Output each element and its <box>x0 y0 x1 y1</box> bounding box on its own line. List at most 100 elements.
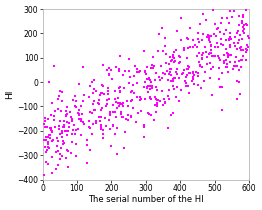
Point <box>239 59 243 62</box>
Point <box>70 117 74 120</box>
Point <box>50 139 54 143</box>
Point <box>61 126 65 129</box>
Point <box>65 133 69 137</box>
Point <box>167 72 171 76</box>
Point <box>195 45 199 49</box>
Point <box>87 96 91 99</box>
Point <box>73 132 77 136</box>
Point <box>171 80 175 83</box>
Point <box>77 113 81 117</box>
Point <box>55 144 59 148</box>
Point <box>200 65 204 68</box>
Point <box>59 110 64 113</box>
Point <box>196 31 200 34</box>
Point <box>184 82 189 85</box>
Point <box>42 138 46 142</box>
Point <box>241 48 245 51</box>
Point <box>234 79 239 82</box>
Point <box>168 56 172 59</box>
Point <box>131 84 135 87</box>
Point <box>50 101 54 105</box>
Point <box>92 108 96 112</box>
Point <box>220 17 224 20</box>
Point <box>150 84 154 87</box>
Point <box>77 112 81 116</box>
Point <box>190 75 195 78</box>
Point <box>240 37 244 40</box>
Point <box>76 127 80 130</box>
Point <box>210 54 215 58</box>
Point <box>116 101 120 105</box>
Point <box>161 49 165 52</box>
Point <box>52 114 57 117</box>
Point <box>196 71 200 75</box>
Point <box>176 54 181 57</box>
Point <box>43 117 47 120</box>
Point <box>116 97 121 100</box>
Point <box>204 18 208 22</box>
Point <box>228 35 232 39</box>
Point <box>198 65 202 68</box>
Point <box>44 160 48 164</box>
Point <box>72 123 76 126</box>
Point <box>149 81 153 84</box>
Point <box>226 52 230 56</box>
Point <box>154 85 158 88</box>
Point <box>163 72 167 76</box>
Point <box>47 134 51 137</box>
Point <box>63 130 67 133</box>
Point <box>154 97 158 101</box>
Point <box>203 71 207 74</box>
Point <box>101 84 106 87</box>
Point <box>58 133 62 136</box>
Point <box>131 106 135 110</box>
Point <box>219 42 223 46</box>
Point <box>79 117 83 121</box>
Point <box>43 125 47 129</box>
Point <box>118 103 122 106</box>
Point <box>77 117 81 121</box>
Point <box>175 86 179 89</box>
Point <box>183 79 188 82</box>
Point <box>225 16 229 20</box>
Point <box>69 140 74 144</box>
Point <box>117 67 121 70</box>
Point <box>56 97 60 101</box>
Point <box>57 94 61 97</box>
Point <box>156 50 160 53</box>
Point <box>201 12 205 15</box>
Point <box>237 38 241 42</box>
Point <box>88 148 92 151</box>
Point <box>137 111 141 115</box>
Point <box>202 79 206 83</box>
Point <box>103 104 108 107</box>
Point <box>229 37 233 40</box>
Point <box>108 110 112 114</box>
Point <box>80 113 84 116</box>
Point <box>235 47 239 50</box>
Point <box>171 55 175 58</box>
Point <box>155 88 159 91</box>
Point <box>175 67 179 71</box>
Point <box>149 113 153 117</box>
Point <box>74 99 78 102</box>
Point <box>215 41 219 45</box>
Point <box>187 66 191 69</box>
Point <box>196 75 201 78</box>
Point <box>228 32 232 35</box>
Point <box>179 39 183 42</box>
Point <box>127 70 132 73</box>
Point <box>97 102 101 105</box>
Point <box>239 66 243 69</box>
Point <box>153 95 157 98</box>
Point <box>47 80 51 84</box>
Point <box>57 127 61 130</box>
Point <box>46 135 50 139</box>
Point <box>226 71 230 74</box>
Point <box>49 127 53 130</box>
Point <box>144 65 149 69</box>
Point <box>213 45 217 49</box>
Point <box>195 54 199 58</box>
Point <box>90 80 94 83</box>
Point <box>51 118 56 121</box>
